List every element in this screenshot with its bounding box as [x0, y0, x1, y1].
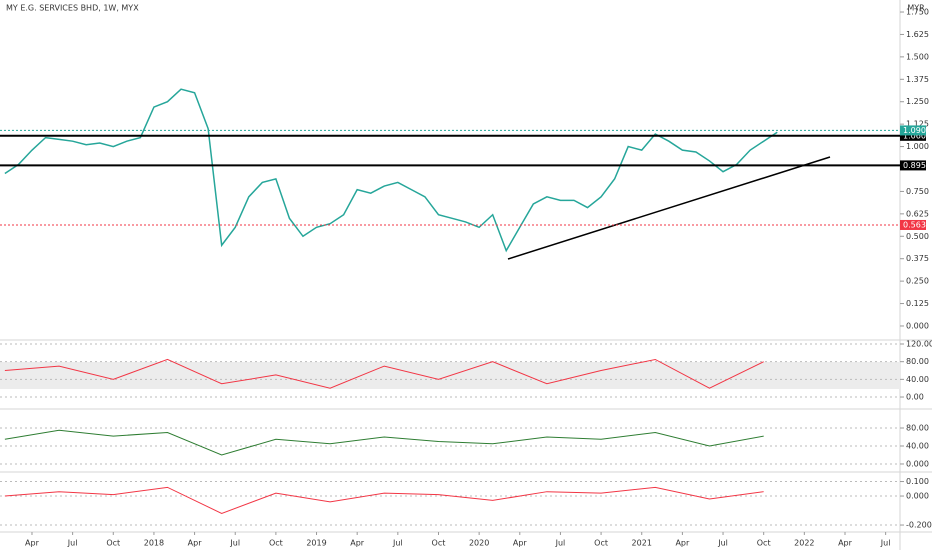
x-tick-label: Jul	[555, 539, 566, 548]
x-tick-label: 2022	[794, 539, 814, 548]
y-tick-label: 0.500	[906, 232, 929, 241]
y-tick-label: 80.00	[906, 424, 929, 433]
x-tick-label: 2018	[144, 539, 164, 548]
price-tag-bg	[900, 219, 926, 230]
x-tick-label: Apr	[675, 539, 690, 548]
y-tick-label: 0.000	[906, 459, 929, 468]
x-tick-label: Oct	[432, 539, 446, 548]
price-tag: 1.060	[900, 130, 926, 141]
price-tag-label: 1.090	[903, 126, 926, 135]
chart-title: MY E.G. SERVICES BHD, 1W, MYX	[6, 4, 139, 13]
series-line	[4, 358, 764, 389]
price-tag-bg	[900, 130, 926, 141]
x-tick-label: Oct	[594, 539, 608, 548]
y-tick-label: 0.250	[906, 277, 929, 286]
y-tick-label: 1.125	[906, 120, 929, 129]
y-tick-label: 40.00	[906, 441, 929, 450]
y-tick-label: 1.625	[906, 30, 929, 39]
y-tick-label: 0.000	[906, 321, 929, 330]
series-line	[4, 429, 764, 456]
x-tick-label: Oct	[757, 539, 771, 548]
y-tick-label: 0.125	[906, 299, 929, 308]
y-tick-label: 0.625	[906, 209, 929, 218]
y-tick-label: 80.00	[906, 357, 929, 366]
x-tick-label: Oct	[106, 539, 120, 548]
y-tick-label: 0.00	[906, 393, 924, 402]
series-line	[4, 486, 764, 514]
x-tick-label: Jul	[229, 539, 240, 548]
series-line	[4, 88, 778, 253]
x-tick-label: Apr	[513, 539, 528, 548]
x-tick-label: Jul	[392, 539, 403, 548]
price-tag: 0.895	[900, 160, 926, 171]
price-tag-label: 1.060	[903, 131, 926, 140]
y-tick-label: -0.200	[906, 521, 932, 530]
price-tag-label: 0.563	[903, 220, 926, 229]
x-tick-label: Apr	[25, 539, 40, 548]
x-tick-label: 2020	[469, 539, 489, 548]
x-tick-label: 2019	[306, 539, 326, 548]
x-tick-label: Apr	[188, 539, 203, 548]
x-tick-label: Jul	[717, 539, 728, 548]
price-tag: 0.563	[900, 219, 926, 230]
y-tick-label: 1.500	[906, 52, 929, 61]
y-tick-label: 1.250	[906, 97, 929, 106]
y-tick-label: 40.00	[906, 375, 929, 384]
trendline	[507, 156, 831, 260]
x-tick-label: Apr	[350, 539, 365, 548]
price-tag-bg	[900, 160, 926, 171]
y-tick-label: 120.00	[906, 340, 932, 349]
price-tag-bg	[900, 125, 926, 136]
y-tick-label: 1.000	[906, 142, 929, 151]
price-tag-label: 0.895	[903, 161, 926, 170]
y-tick-label: 0.375	[906, 254, 929, 263]
x-tick-label: Oct	[269, 539, 283, 548]
x-tick-label: Apr	[838, 539, 853, 548]
currency: MYR	[907, 4, 925, 13]
x-tick-label: 2021	[632, 539, 652, 548]
x-tick-label: Jul	[880, 539, 891, 548]
y-tick-label: 0.000	[906, 492, 929, 501]
price-tag: 1.090	[900, 125, 926, 136]
y-tick-label: 1.375	[906, 75, 929, 84]
x-tick-label: Jul	[67, 539, 78, 548]
y-tick-label: 0.100	[906, 477, 929, 486]
y-tick-label: 0.750	[906, 187, 929, 196]
y-tick-label: 1.750	[906, 8, 929, 17]
